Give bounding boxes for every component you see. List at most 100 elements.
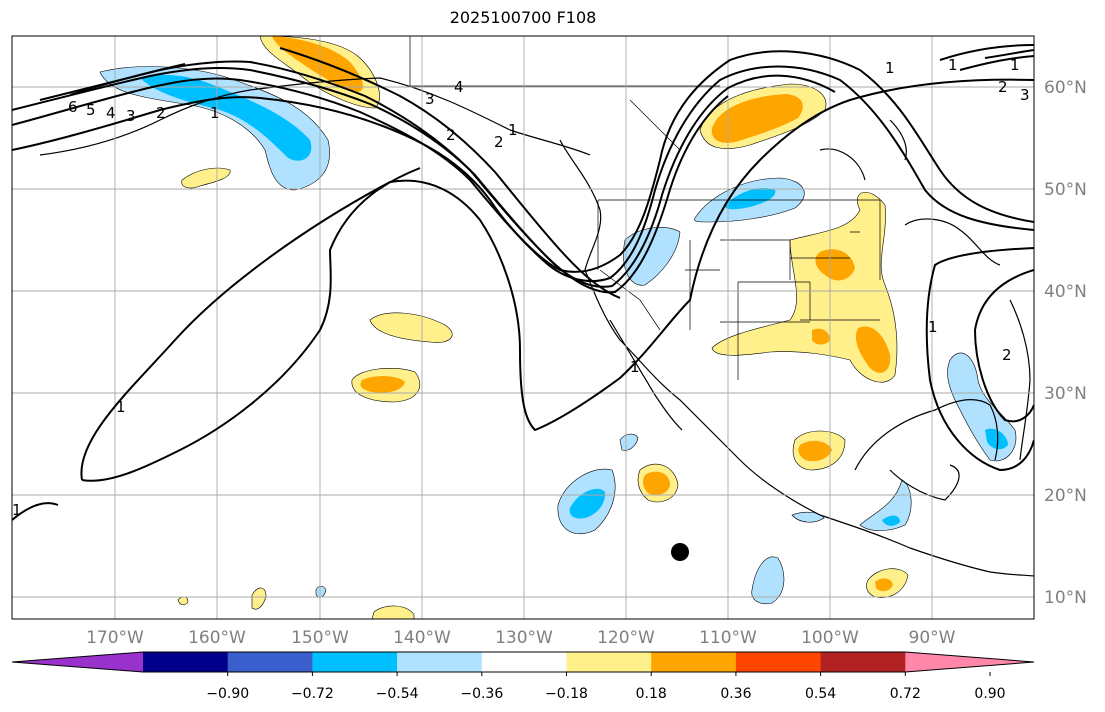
contour-label: 1 (1010, 56, 1020, 74)
contour-east-2 (973, 269, 1034, 423)
map-frame-border (11, 35, 1035, 620)
coastline-great-lakes (904, 218, 1001, 266)
contour-6 (69, 47, 621, 299)
orange-region-plains-2 (855, 326, 891, 373)
yellow-small-pacific-1 (181, 167, 231, 189)
contour-label: 2 (998, 78, 1008, 96)
contour-label: 1 (12, 501, 22, 519)
coastline-yucatan (889, 464, 960, 501)
contour-lines (12, 44, 1034, 521)
blue-small-3 (315, 585, 327, 598)
colorbar-tick-label: −0.90 (206, 686, 249, 702)
colorbar-segment (651, 652, 737, 672)
blue-core-central-america (882, 515, 900, 526)
blue-core-montana (724, 187, 776, 210)
colorbar-segment (143, 652, 229, 672)
colorbar-segment (820, 652, 906, 672)
orange-region-equatorial (875, 578, 893, 592)
coastline-east (1009, 299, 1031, 461)
contour-label: 3 (425, 90, 435, 108)
colorbar-segment (227, 652, 313, 672)
colorbar-tick-label: −0.18 (545, 686, 588, 702)
contour-label: 2 (494, 133, 504, 151)
contour-main-1b (81, 167, 421, 482)
yellow-region-plains (711, 191, 898, 383)
yellow-small-4 (371, 605, 415, 619)
contour-ne (939, 44, 1034, 71)
colorbar-tick-label: 0.36 (720, 686, 751, 702)
yellow-small-3 (251, 587, 267, 610)
contour-label: 2 (446, 126, 456, 144)
contour-label: 1 (948, 56, 958, 74)
colorbar (11, 651, 1035, 673)
coastline-alaska (39, 77, 591, 156)
contour-label: 3 (1020, 86, 1030, 104)
coastlines (39, 77, 1034, 577)
contour-label: 1 (630, 358, 640, 376)
lon-label: 120°W (597, 628, 655, 648)
contour-label: 4 (106, 104, 116, 122)
shaded-regions (99, 36, 1017, 619)
orange-region-plains-1 (815, 249, 855, 281)
contour-5 (39, 60, 729, 294)
blue-core-florida (985, 428, 1008, 450)
colorbar-tick-label: −0.36 (460, 686, 503, 702)
blue-region-equatorial (751, 556, 785, 605)
lon-label: 100°W (801, 628, 859, 648)
orange-region-subtropics (643, 471, 670, 495)
lon-label: 140°W (393, 628, 451, 648)
blue-core-subtropics (569, 488, 606, 519)
coastline-gulf (854, 398, 999, 471)
contour-label: 1 (928, 318, 938, 336)
lat-label: 50°N (1044, 180, 1087, 200)
map-title: 2025100700 F108 (449, 8, 597, 27)
colorbar-segment (312, 652, 398, 672)
colorbar-tick-label: 0.18 (636, 686, 667, 702)
lon-label: 160°W (188, 628, 246, 648)
contour-label: 1 (116, 398, 126, 416)
contour-label: 6 (68, 98, 78, 116)
colorbar-extend-min (12, 652, 143, 672)
blue-core-alaska (140, 74, 312, 161)
lon-label: 150°W (291, 628, 349, 648)
contour-main-1 (80, 78, 1034, 481)
storm-center-marker (671, 543, 689, 561)
contour-label: 1 (210, 104, 220, 122)
colorbar-extend-max (905, 652, 1034, 672)
blue-small-2 (791, 511, 825, 523)
lat-label: 10°N (1044, 588, 1087, 608)
orange-region-pacific-3 (360, 376, 405, 393)
lat-label: 40°N (1044, 282, 1087, 302)
contour-east-1 (925, 247, 1034, 472)
colorbar-tick-label: 0.90 (974, 686, 1005, 702)
colorbar-tick-labels: −0.90 −0.72 −0.54 −0.36 −0.18 0.18 0.36 0.54 0.7… (206, 672, 1006, 702)
contour-label: 4 (454, 78, 464, 96)
graticule (12, 36, 1034, 619)
contour-label: 3 (126, 107, 136, 125)
lat-label: 30°N (1044, 384, 1087, 404)
colorbar-tick-label: −0.54 (376, 686, 419, 702)
colorbar-segment (481, 652, 567, 672)
contour-label: 5 (86, 101, 96, 119)
coastline-baja (609, 319, 683, 431)
blue-region-alaska (99, 66, 330, 191)
colorbar-outline (11, 651, 1035, 673)
lon-label: 110°W (699, 628, 757, 648)
lat-label: 60°N (1044, 78, 1087, 98)
contour-2 (12, 50, 1034, 273)
lat-label: 20°N (1044, 486, 1087, 506)
colorbar-tick-label: 0.54 (805, 686, 836, 702)
contour-3 (12, 65, 1034, 282)
coastline-north-america-west (559, 139, 1034, 577)
yellow-region-pacific-2 (369, 312, 453, 343)
lon-label: 130°W (495, 628, 553, 648)
orange-region-bc (272, 36, 364, 92)
orange-region-gulf (798, 440, 832, 462)
orange-region-plains-3 (812, 328, 830, 345)
latitude-axis: 60°N 50°N 40°N 30°N 20°N 10°N (1044, 78, 1087, 608)
colorbar-tick-label: 0.72 (890, 686, 921, 702)
state-borders (409, 36, 881, 380)
lon-label: 170°W (86, 628, 144, 648)
contour-label: 1 (885, 59, 895, 77)
